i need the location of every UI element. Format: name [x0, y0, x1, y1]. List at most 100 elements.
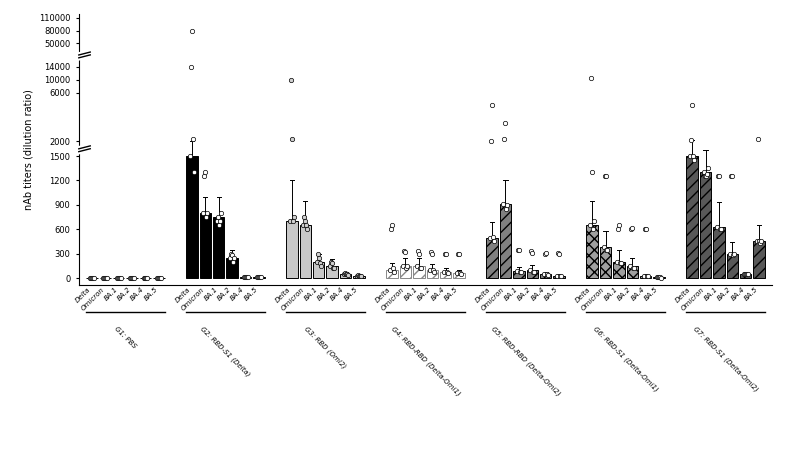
Point: [411, 262, 423, 269]
Point: [687, 152, 700, 160]
Point: [511, 267, 523, 274]
Point: [138, 274, 151, 281]
Point: [214, 218, 226, 225]
Point: [328, 265, 340, 272]
Point: [151, 274, 163, 281]
Bar: [400, 266, 411, 278]
Point: [726, 173, 738, 180]
Point: [397, 262, 410, 269]
Point: [314, 262, 327, 269]
Bar: [486, 238, 498, 278]
Point: [326, 260, 339, 267]
Bar: [413, 266, 425, 278]
Point: [538, 250, 551, 257]
Point: [187, 135, 199, 143]
Bar: [727, 254, 738, 278]
Point: [441, 269, 454, 277]
Point: [741, 271, 753, 278]
Point: [500, 205, 513, 213]
Point: [598, 173, 611, 180]
Point: [87, 274, 99, 281]
Point: [151, 274, 164, 281]
Text: G7: RBD-S1 (Delta-Omi2): G7: RBD-S1 (Delta-Omi2): [692, 325, 760, 392]
Bar: [453, 273, 465, 278]
Point: [184, 152, 196, 160]
Point: [240, 274, 252, 281]
Bar: [286, 221, 298, 278]
Point: [527, 268, 540, 275]
Point: [600, 246, 613, 253]
Point: [752, 135, 764, 143]
Point: [287, 218, 299, 225]
Point: [488, 238, 500, 245]
Point: [688, 157, 701, 164]
Point: [453, 250, 466, 257]
Point: [626, 224, 638, 231]
Point: [153, 274, 165, 281]
Bar: [686, 156, 698, 278]
Point: [213, 222, 225, 229]
Point: [100, 274, 113, 281]
Bar: [753, 241, 765, 278]
Bar: [600, 247, 611, 278]
Point: [685, 137, 697, 144]
Point: [98, 274, 110, 281]
Point: [325, 258, 337, 265]
Point: [428, 268, 440, 275]
Bar: [640, 276, 652, 278]
Point: [515, 269, 527, 276]
Point: [539, 249, 552, 257]
Point: [526, 249, 538, 257]
Point: [638, 226, 651, 233]
Point: [697, 168, 710, 176]
Point: [698, 173, 711, 180]
Point: [628, 265, 641, 272]
Bar: [613, 262, 625, 278]
Point: [641, 272, 653, 280]
Point: [310, 258, 323, 265]
Point: [652, 274, 665, 281]
Point: [552, 250, 564, 257]
Point: [738, 270, 751, 278]
Point: [385, 226, 397, 233]
Point: [652, 274, 664, 281]
Point: [353, 272, 366, 280]
Point: [255, 274, 267, 281]
Point: [210, 218, 223, 225]
Point: [128, 274, 140, 281]
Point: [226, 252, 239, 259]
Bar: [353, 276, 365, 278]
Point: [141, 274, 154, 281]
Point: [537, 270, 550, 278]
Point: [588, 218, 600, 225]
Point: [299, 218, 312, 225]
Point: [552, 251, 565, 258]
Bar: [553, 276, 565, 278]
Point: [251, 274, 264, 281]
Point: [241, 274, 254, 281]
Point: [454, 269, 466, 277]
Point: [497, 201, 510, 208]
Point: [624, 262, 637, 269]
Point: [541, 271, 554, 279]
Point: [401, 262, 414, 269]
Point: [498, 135, 511, 143]
Point: [437, 268, 450, 275]
Point: [440, 251, 452, 258]
Point: [611, 258, 623, 265]
Point: [300, 222, 313, 229]
Bar: [513, 271, 525, 278]
Point: [199, 168, 212, 176]
Bar: [199, 213, 211, 278]
Point: [301, 226, 314, 233]
Point: [753, 238, 765, 245]
Point: [514, 268, 526, 275]
Point: [113, 274, 125, 281]
Point: [585, 168, 598, 176]
Point: [84, 274, 96, 281]
Point: [455, 270, 467, 278]
Bar: [240, 277, 251, 278]
Point: [351, 272, 364, 279]
Point: [554, 272, 567, 280]
Point: [587, 226, 600, 233]
